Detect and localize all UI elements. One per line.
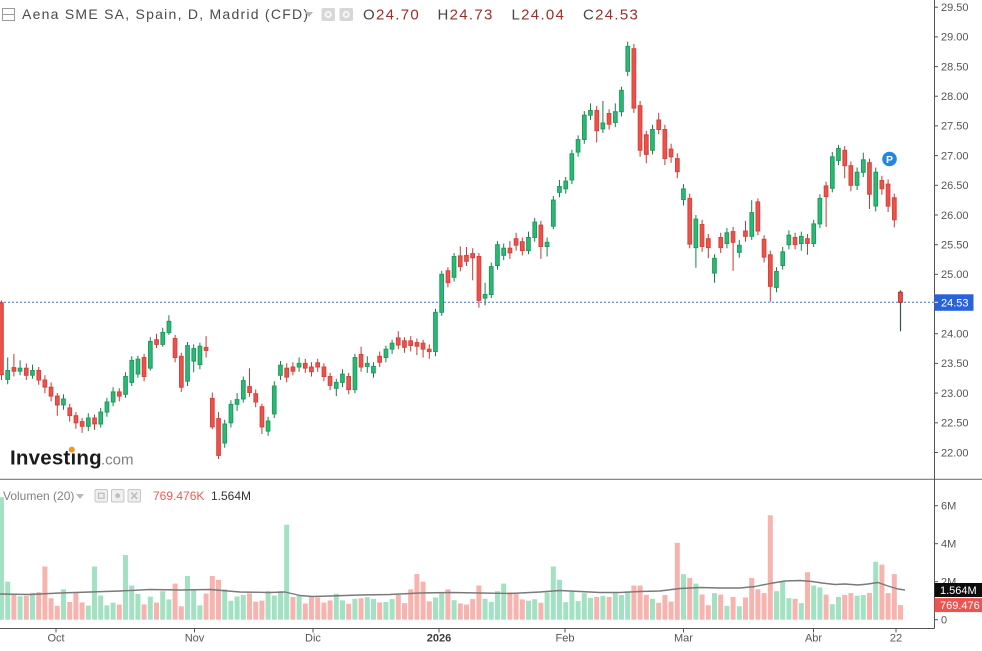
svg-text:.com: .com xyxy=(101,452,134,469)
svg-text:Investıng: Investıng xyxy=(10,447,102,470)
svg-text:4M: 4M xyxy=(941,539,956,551)
svg-text:23.50: 23.50 xyxy=(941,358,969,370)
svg-text:25.00: 25.00 xyxy=(941,269,969,281)
svg-text:Dic: Dic xyxy=(305,633,321,645)
svg-text:29.00: 29.00 xyxy=(941,32,969,44)
svg-text:28.00: 28.00 xyxy=(941,91,969,103)
svg-text:Feb: Feb xyxy=(556,633,575,645)
svg-text:27.50: 27.50 xyxy=(941,121,969,133)
svg-text:24.00: 24.00 xyxy=(941,329,969,341)
svg-text:0: 0 xyxy=(941,615,947,627)
svg-text:769.476: 769.476 xyxy=(940,600,980,612)
svg-text:2026: 2026 xyxy=(427,633,451,645)
svg-text:P: P xyxy=(886,154,893,166)
svg-text:O24.70: O24.70 xyxy=(363,7,420,24)
svg-text:Abr: Abr xyxy=(805,633,822,645)
svg-text:28.50: 28.50 xyxy=(941,61,969,73)
svg-text:H24.73: H24.73 xyxy=(438,7,494,24)
svg-text:25.50: 25.50 xyxy=(941,240,969,252)
svg-text:1.564M: 1.564M xyxy=(940,585,977,597)
svg-text:769.476K: 769.476K xyxy=(153,489,204,503)
svg-text:27.00: 27.00 xyxy=(941,150,969,162)
svg-text:26.00: 26.00 xyxy=(941,210,969,222)
svg-text:Aena SME SA, Spain, D, Madrid: Aena SME SA, Spain, D, Madrid (CFD) xyxy=(22,6,309,22)
svg-text:1.564M: 1.564M xyxy=(211,489,251,503)
svg-text:Nov: Nov xyxy=(185,633,205,645)
svg-text:Volumen (20): Volumen (20) xyxy=(3,489,74,503)
svg-text:L24.04: L24.04 xyxy=(512,7,566,24)
svg-text:24.53: 24.53 xyxy=(941,297,969,309)
svg-text:Oct: Oct xyxy=(47,633,64,645)
svg-text:29.50: 29.50 xyxy=(941,2,969,14)
svg-text:22.50: 22.50 xyxy=(941,418,969,430)
svg-text:22: 22 xyxy=(890,633,902,645)
svg-text:6M: 6M xyxy=(941,501,956,513)
svg-text:Mar: Mar xyxy=(674,633,693,645)
svg-text:23.00: 23.00 xyxy=(941,388,969,400)
svg-text:26.50: 26.50 xyxy=(941,180,969,192)
svg-text:C24.53: C24.53 xyxy=(583,7,639,24)
svg-text:22.00: 22.00 xyxy=(941,447,969,459)
